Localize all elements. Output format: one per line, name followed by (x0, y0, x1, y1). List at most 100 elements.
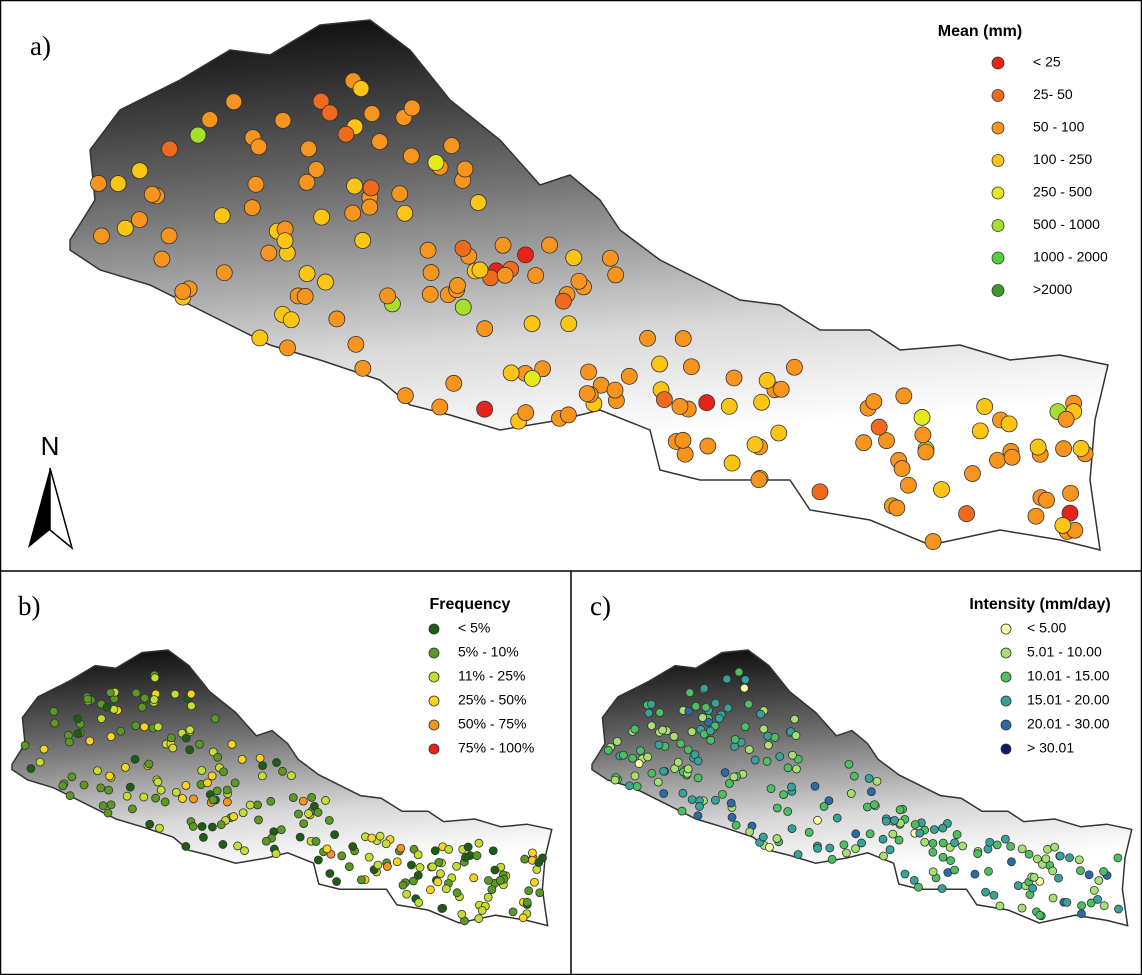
station (915, 427, 931, 443)
station (128, 805, 136, 813)
station (488, 886, 496, 894)
station (107, 801, 115, 809)
station (1042, 855, 1050, 863)
station (277, 826, 285, 834)
station (724, 704, 732, 712)
station (866, 394, 882, 410)
legend-label: 50 - 100 (1033, 119, 1085, 135)
station (126, 783, 134, 791)
station (1115, 905, 1123, 913)
station (1077, 910, 1085, 918)
station (791, 715, 799, 723)
station (331, 831, 339, 839)
station (929, 839, 937, 847)
station (764, 741, 772, 749)
station (478, 906, 486, 914)
station (214, 208, 230, 224)
station (895, 836, 903, 844)
station (675, 432, 691, 448)
station (648, 769, 656, 777)
station (203, 779, 211, 787)
station (773, 835, 781, 843)
station (900, 477, 916, 493)
station (670, 732, 678, 740)
station (472, 262, 488, 278)
station (104, 809, 112, 817)
station (416, 863, 424, 871)
station (132, 722, 140, 730)
station (255, 816, 263, 824)
station (773, 804, 781, 812)
station (299, 797, 307, 805)
station (442, 885, 450, 893)
legend-label: 11% - 25% (458, 668, 525, 684)
station (1090, 886, 1098, 894)
station (208, 772, 216, 780)
station (525, 887, 533, 895)
station (348, 336, 364, 352)
station (524, 316, 540, 332)
station (21, 741, 29, 749)
station (40, 745, 48, 753)
station (1025, 850, 1033, 858)
station (784, 807, 792, 815)
station (996, 902, 1004, 910)
station (312, 837, 320, 845)
station (36, 758, 44, 766)
legend-swatch (429, 720, 439, 730)
station (677, 740, 685, 748)
station (1014, 882, 1022, 890)
station (1055, 517, 1071, 533)
station (333, 878, 341, 886)
station (692, 702, 700, 710)
station (721, 398, 737, 414)
station (415, 899, 423, 907)
station (741, 676, 749, 684)
station (106, 689, 114, 697)
station (964, 466, 980, 482)
station (446, 375, 462, 391)
station (304, 810, 312, 818)
station (1056, 441, 1072, 457)
station (1073, 440, 1089, 456)
legend-swatch (992, 187, 1004, 199)
station (155, 824, 163, 832)
station (477, 401, 493, 417)
station (694, 774, 702, 782)
station (27, 764, 35, 772)
station (930, 826, 938, 834)
station (141, 694, 149, 702)
legend-swatch (1001, 720, 1011, 730)
station (347, 178, 363, 194)
station (771, 733, 779, 741)
station (208, 823, 216, 831)
station (1066, 854, 1074, 862)
legend-label: 50% - 75% (458, 716, 526, 732)
station (503, 365, 519, 381)
station (985, 867, 993, 875)
station (1001, 416, 1017, 432)
station (97, 784, 105, 792)
station (383, 862, 391, 870)
figure: N a)Mean (mm)< 2525- 5050 - 100100 - 250… (0, 0, 1142, 975)
station (951, 866, 959, 874)
station (792, 732, 800, 740)
station (896, 388, 912, 404)
station (925, 534, 941, 550)
station (1063, 898, 1071, 906)
station (314, 808, 322, 816)
station (921, 838, 929, 846)
station (144, 186, 160, 202)
station (262, 837, 270, 845)
station (435, 858, 443, 866)
station (688, 728, 696, 736)
station (1100, 868, 1108, 876)
station (407, 861, 415, 869)
station (364, 106, 380, 122)
station (640, 330, 656, 346)
station (453, 862, 461, 870)
station (353, 81, 369, 97)
station (1049, 894, 1057, 902)
station (489, 847, 497, 855)
station (439, 904, 447, 912)
